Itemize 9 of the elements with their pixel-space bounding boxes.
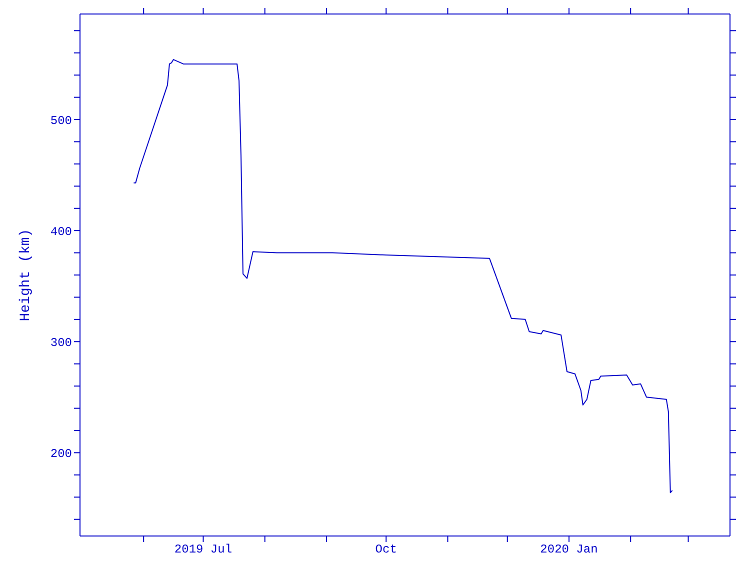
y-tick-label: 400 <box>50 224 72 239</box>
line-series <box>133 59 673 494</box>
x-tick-label: Oct <box>375 542 397 557</box>
x-tick-label: 2020 Jan <box>540 542 598 557</box>
y-tick-label: 200 <box>50 446 72 461</box>
y-tick-label: 300 <box>50 336 72 350</box>
y-tick-label: 500 <box>50 114 72 128</box>
x-tick-label: 2019 Jul <box>174 542 232 557</box>
y-axis-title: Height (km) <box>18 228 34 322</box>
